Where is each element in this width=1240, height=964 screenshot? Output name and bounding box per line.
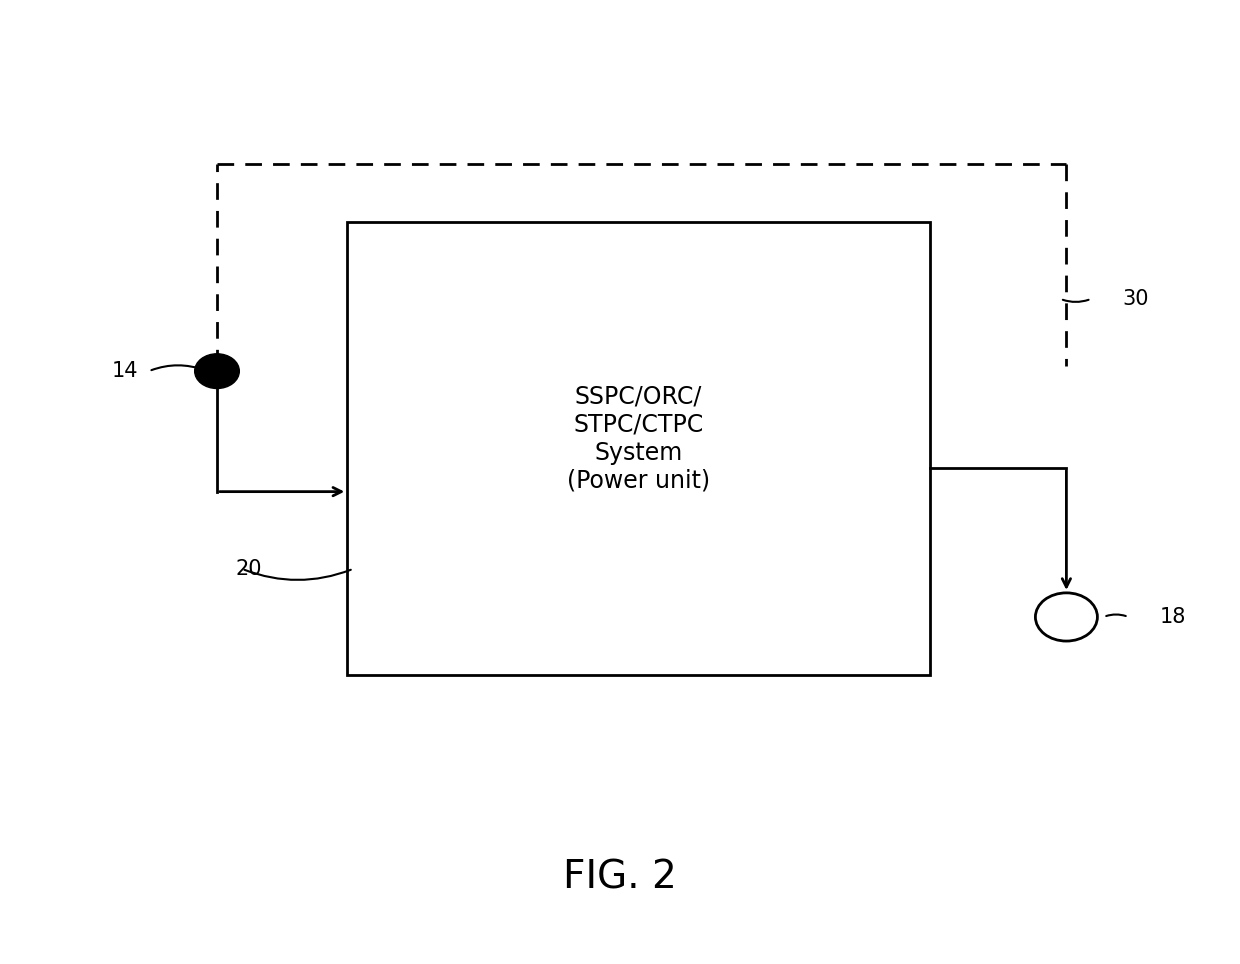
Text: 20: 20 [236, 559, 262, 578]
Text: 30: 30 [1122, 289, 1148, 308]
Text: 14: 14 [112, 362, 138, 381]
Circle shape [195, 354, 239, 388]
Text: 18: 18 [1159, 607, 1185, 627]
Bar [347, 222, 930, 675]
Circle shape [1035, 593, 1097, 641]
Text: FIG. 2: FIG. 2 [563, 858, 677, 897]
Text: SSPC/ORC/
STPC/CTPC
System
(Power unit): SSPC/ORC/ STPC/CTPC System (Power unit) [567, 385, 711, 493]
